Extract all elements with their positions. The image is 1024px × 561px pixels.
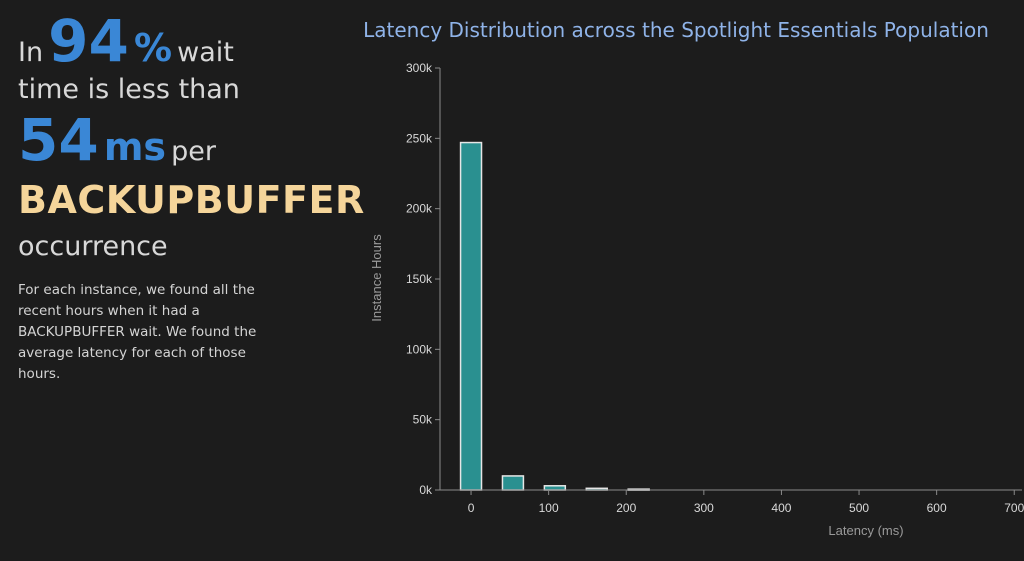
x-tick-label: 500 [849, 501, 869, 515]
headline-occurrence: occurrence [18, 231, 168, 262]
headline-line-1: In 94 % wait [18, 12, 358, 70]
chart-title: Latency Distribution across the Spotligh… [363, 18, 989, 42]
x-axis-label: Latency (ms) [828, 523, 903, 538]
percentile-value: 94 [48, 7, 129, 75]
y-tick-label: 300k [406, 61, 433, 75]
y-tick-label: 150k [406, 272, 433, 286]
headline-wait: wait [177, 37, 234, 68]
histogram-bar[interactable] [543, 485, 567, 491]
percentile-symbol: % [133, 26, 173, 70]
headline-in: In [18, 37, 44, 68]
y-tick-label: 50k [413, 413, 433, 427]
x-tick-label: 400 [771, 501, 791, 515]
latency-unit: ms [103, 125, 167, 169]
y-tick-label: 100k [406, 342, 433, 356]
y-tick-label: 200k [406, 202, 433, 216]
wait-event-name: BACKUPBUFFER [18, 178, 365, 222]
x-tick-label: 700 [1004, 501, 1024, 515]
description-text: For each instance, we found all the rece… [18, 282, 257, 382]
headline-line-4: BACKUPBUFFER [18, 181, 364, 219]
headline-line-3: 54 ms per [18, 111, 358, 169]
x-tick-label: 100 [539, 501, 559, 515]
headline-line-2: time is less than [18, 76, 358, 103]
histogram-bar[interactable] [459, 141, 483, 491]
y-axis-label: Instance Hours [369, 234, 384, 322]
y-tick-label: 0k [419, 483, 433, 497]
x-tick-label: 0 [468, 501, 475, 515]
x-tick-label: 600 [927, 501, 947, 515]
x-tick-label: 300 [694, 501, 714, 515]
x-tick-label: 200 [616, 501, 636, 515]
latency-value: 54 [18, 106, 99, 174]
y-tick-label: 250k [406, 131, 433, 145]
headline-line-5: occurrence [18, 233, 358, 260]
histogram-bar[interactable] [501, 475, 525, 491]
summary-panel: In 94 % wait time is less than 54 ms per… [18, 10, 364, 385]
headline-time-text: time is less than [18, 74, 240, 105]
headline-per: per [171, 136, 216, 167]
